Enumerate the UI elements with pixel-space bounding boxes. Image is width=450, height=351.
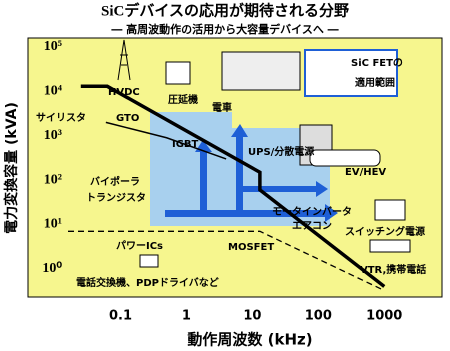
y-tick-label: 10⁰ bbox=[42, 261, 62, 276]
x-tick-label: 0.1 bbox=[109, 309, 132, 324]
annotation: パワーICs bbox=[116, 240, 163, 252]
annotation: EV/HEV bbox=[345, 167, 386, 178]
title: SiCデバイスの応用が期待される分野 bbox=[101, 1, 349, 19]
annotation: VTR,携帯電話 bbox=[360, 263, 426, 276]
annotation: エアコン bbox=[292, 220, 332, 232]
annotation: UPS/分散電源 bbox=[248, 145, 314, 158]
x-tick-label: 100 bbox=[305, 309, 332, 324]
annotation: 電車 bbox=[212, 101, 232, 114]
y-label: 電力変換容量 (kVA) bbox=[3, 102, 20, 234]
y-tick-label: 10¹ bbox=[44, 217, 62, 232]
boundary-line bbox=[105, 121, 227, 160]
annotation: モータインバータ bbox=[272, 206, 352, 218]
y-tick-label: 10⁵ bbox=[44, 39, 62, 54]
x-tick-label: 10 bbox=[243, 309, 261, 324]
annotation: IGBT bbox=[172, 139, 199, 150]
annotation: SiC FETの bbox=[351, 58, 403, 69]
x-tick-label: 1 bbox=[182, 309, 191, 324]
annotation: 電話交換機、PDPドライバなど bbox=[76, 276, 219, 289]
annotation: サイリスタ bbox=[36, 112, 86, 124]
y-tick-label: 10³ bbox=[44, 128, 62, 143]
annotation: バイポーラ bbox=[90, 175, 140, 188]
x-label: 動作周波数 (kHz) bbox=[187, 331, 312, 349]
boundary-line bbox=[80, 84, 386, 288]
boundary-line bbox=[68, 230, 382, 290]
annotation: スイッチング電源 bbox=[345, 225, 425, 238]
arrows bbox=[165, 124, 338, 222]
annotation: トランジスタ bbox=[86, 192, 146, 204]
y-tick-label: 10² bbox=[44, 172, 62, 187]
y-tick-label: 10⁴ bbox=[44, 84, 63, 99]
annotation: HVDC bbox=[108, 87, 140, 98]
annotation: 適用範囲 bbox=[355, 76, 395, 89]
x-tick-label: 1000 bbox=[366, 309, 402, 324]
annotation: MOSFET bbox=[228, 242, 274, 253]
annotation: 圧延機 bbox=[168, 93, 198, 106]
icons bbox=[117, 39, 411, 268]
subtitle: ― 高周波動作の活用から大容量デバイスへ ― bbox=[111, 22, 338, 36]
sic-label-box bbox=[304, 49, 398, 97]
annotation: GTO bbox=[116, 113, 139, 124]
